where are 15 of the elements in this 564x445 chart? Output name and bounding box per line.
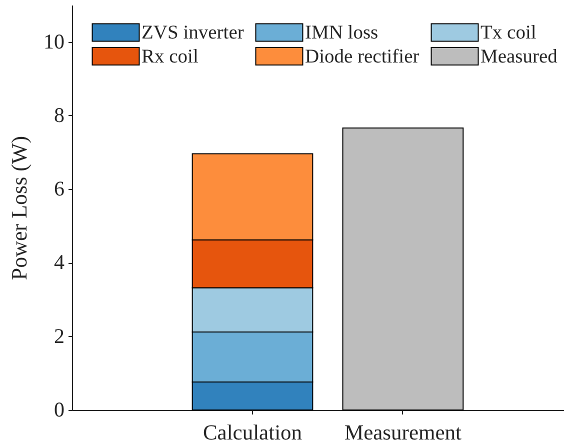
y-tick-label: 2 <box>54 324 64 348</box>
y-tick-label: 4 <box>54 250 65 274</box>
y-tick-label: 6 <box>54 176 64 201</box>
legend-label: IMN loss <box>305 22 378 44</box>
legend-label: Rx coil <box>142 46 199 68</box>
x-tick-label: Measurement <box>344 420 462 444</box>
x-tick-label: Calculation <box>202 420 302 444</box>
y-tick-label: 0 <box>54 398 64 422</box>
y-axis-title: Power Loss (W) <box>6 136 32 280</box>
legend-label: Diode rectifier <box>305 46 420 68</box>
y-tick-label: 8 <box>54 102 64 127</box>
y-tick-label: 10 <box>44 29 64 54</box>
legend-label: Tx coil <box>480 22 537 44</box>
legend-label: ZVS inverter <box>142 22 244 44</box>
legend-label: Measured <box>480 46 558 68</box>
